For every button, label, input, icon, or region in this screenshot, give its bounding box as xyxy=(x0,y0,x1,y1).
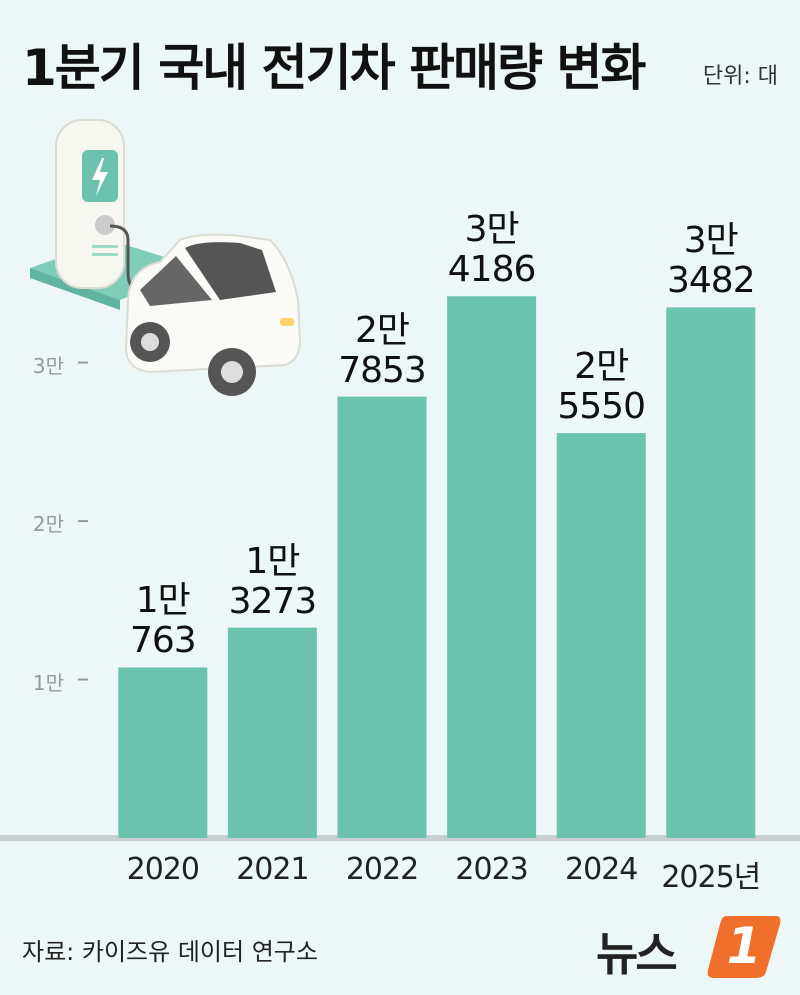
x-tick-label: 2021 xyxy=(236,852,309,887)
value-label: 2만 7853 xyxy=(338,309,427,391)
bar xyxy=(556,433,646,838)
value-label: 2만 5550 xyxy=(557,346,646,428)
x-tick-label: 2024 xyxy=(565,852,638,887)
value-label: 1만 763 xyxy=(129,580,197,662)
bar xyxy=(337,396,427,838)
bar xyxy=(447,296,537,839)
logo-text: 뉴스 xyxy=(596,927,678,981)
value-label: 1만 3273 xyxy=(228,540,318,622)
x-tick-label: 2025년 xyxy=(661,860,761,895)
x-tick-label: 2023 xyxy=(455,852,528,887)
x-tick-label: 2022 xyxy=(345,852,419,887)
illustration xyxy=(30,119,302,396)
y-tick-label: 2만 xyxy=(32,512,64,537)
unit: 단위: 대 xyxy=(702,64,778,89)
title: 1분기 국내 전기차 판매량 변화 xyxy=(22,39,646,97)
y-tick-label: 1만 xyxy=(32,670,64,695)
y-tick-label: 3만 xyxy=(32,353,64,378)
logo-mark: 1 xyxy=(726,917,762,975)
logo-shape xyxy=(707,916,781,978)
source: 자료: 카이즈유 데이터 연구소 xyxy=(22,938,318,966)
x-tick-label: 2020 xyxy=(126,852,200,887)
value-label: 3만 3482 xyxy=(666,220,756,302)
value-label: 3만 4186 xyxy=(447,209,537,291)
bar xyxy=(227,627,317,838)
bar xyxy=(118,667,208,838)
bar xyxy=(666,307,756,839)
